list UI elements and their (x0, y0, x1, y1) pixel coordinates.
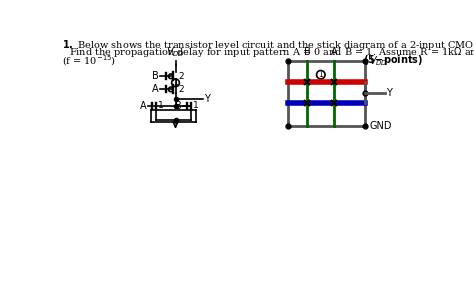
Text: A: A (152, 84, 158, 94)
Text: 1: 1 (158, 101, 164, 110)
Text: $V_{DD}$: $V_{DD}$ (369, 54, 388, 68)
Text: 2: 2 (179, 85, 184, 94)
Text: 1: 1 (319, 70, 323, 79)
Text: $\bf{(5\!-\!points)}$: $\bf{(5\!-\!points)}$ (364, 53, 423, 67)
Text: $\bf{1.}$ Below shows the transistor level circuit and the stick diagram of a 2-: $\bf{1.}$ Below shows the transistor lev… (63, 38, 474, 52)
Text: GND: GND (369, 121, 392, 131)
Text: $V_{DD}$: $V_{DD}$ (166, 45, 185, 59)
Text: Y: Y (386, 88, 392, 98)
Text: Y: Y (204, 95, 210, 104)
Text: 1: 1 (193, 101, 199, 110)
Text: Find the propagation delay for input pattern A = 0 and B = 1. Assume R = 1k$\Ome: Find the propagation delay for input pat… (69, 45, 474, 60)
Text: B: B (175, 101, 182, 110)
Text: 2: 2 (179, 72, 184, 81)
Text: B: B (304, 47, 310, 57)
Text: A: A (331, 47, 337, 57)
Text: B: B (152, 71, 158, 81)
Text: A: A (140, 101, 147, 110)
Text: (f = 10$^{-15}$): (f = 10$^{-15}$) (63, 53, 117, 68)
Text: 1: 1 (173, 78, 178, 87)
